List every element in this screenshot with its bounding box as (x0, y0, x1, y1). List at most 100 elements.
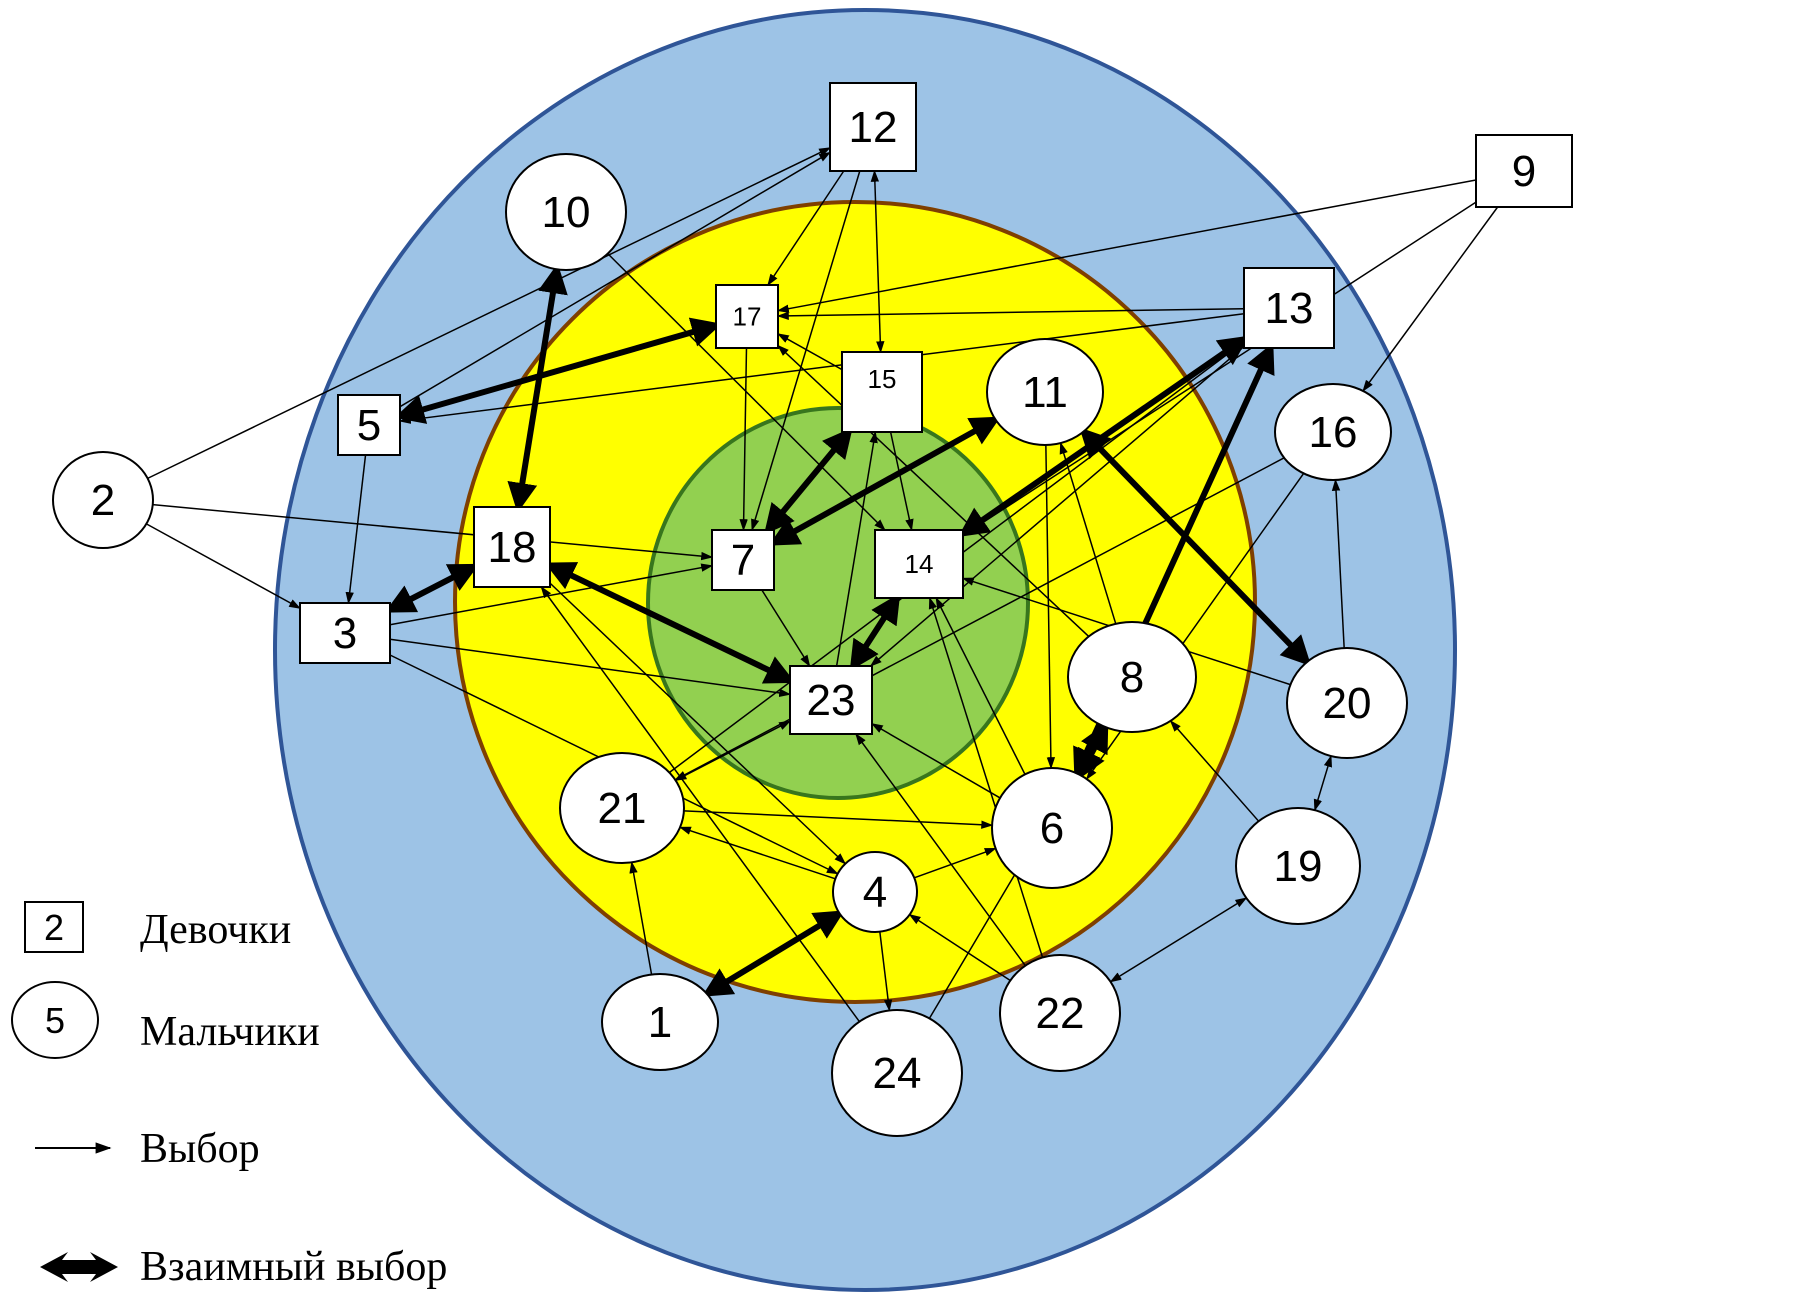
legend-girls-label: Девочки (140, 907, 291, 953)
node-shape-4 (832, 851, 918, 933)
node-shape-11 (986, 338, 1104, 446)
node-label-10: 10 (542, 188, 591, 237)
node-shape-2 (52, 451, 154, 549)
node-label-4: 4 (863, 868, 887, 917)
girl-node-14: 14 (874, 529, 964, 599)
choice-edge-13-17 (776, 307, 1245, 321)
mutual-choice-edge-19-20 (1313, 754, 1332, 812)
node-label-20: 20 (1323, 679, 1372, 728)
choice-edge-9-17 (776, 179, 1477, 313)
mutual-choice-edge-14-23 (849, 592, 901, 672)
choice-edge-22-14 (928, 596, 1044, 958)
node-shape-19 (1235, 807, 1361, 925)
mutual-choice-edge-1-4 (701, 910, 845, 997)
choice-edge-17-7 (739, 347, 748, 532)
node-shape-21 (559, 752, 685, 864)
node-shape-12 (829, 82, 917, 172)
legend: 2 Девочки 5 Мальчики Выбор Взаимный выбо… (11, 901, 447, 1290)
choice-edge-21-6 (683, 810, 994, 829)
legend-mutual-arrow (40, 1252, 118, 1282)
node-shape-14 (874, 529, 964, 599)
girl-node-12: 12 (829, 82, 917, 172)
node-shape-16 (1274, 383, 1392, 481)
node-label-2: 2 (91, 476, 115, 525)
mutual-choice-edge-12-15 (870, 169, 885, 354)
node-label-9: 9 (1512, 147, 1536, 196)
mutual-choice-edge-5-17 (394, 317, 722, 424)
choice-edge-2-7 (152, 503, 714, 561)
legend-boys-label: Мальчики (140, 1009, 320, 1055)
mutual-choice-edge-21-23 (674, 720, 792, 781)
node-label-23: 23 (807, 676, 856, 725)
boy-node-4: 4 (832, 851, 918, 933)
node-shape-23 (789, 665, 873, 735)
node-shape-7 (711, 529, 775, 591)
legend-mutual-label: Взаимный выбор (140, 1244, 447, 1290)
node-shape-15 (841, 351, 923, 433)
node-label-13: 13 (1265, 284, 1314, 333)
choice-edge-1-21 (629, 861, 653, 975)
node-shape-1 (601, 973, 719, 1071)
node-shape-10 (505, 153, 627, 271)
node-label-21: 21 (598, 784, 647, 833)
legend-girls-sample: 2 (44, 907, 64, 948)
mutual-choice-edge-8-6 (1077, 721, 1109, 781)
node-label-15: 15 (868, 364, 897, 394)
node-shape-5 (337, 394, 401, 456)
node-label-8: 8 (1120, 653, 1144, 702)
choice-edge-20-16 (1331, 478, 1345, 649)
girl-node-3: 3 (299, 602, 391, 664)
girl-node-17: 17 (715, 284, 779, 349)
girl-node-18: 18 (473, 506, 551, 588)
node-label-14: 14 (905, 549, 934, 579)
boy-node-22: 22 (999, 954, 1121, 1072)
girl-node-23: 23 (789, 665, 873, 735)
node-shape-6 (991, 767, 1113, 889)
boy-node-19: 19 (1235, 807, 1361, 925)
boy-node-2: 2 (52, 451, 154, 549)
girl-node-9: 9 (1475, 134, 1573, 208)
girl-node-15: 15 (841, 351, 923, 433)
choice-edge-5-3 (345, 454, 367, 605)
node-label-22: 22 (1036, 989, 1085, 1038)
choice-edge-22-23 (855, 733, 1026, 967)
mutual-choice-edge-18-23 (544, 562, 796, 684)
node-label-18: 18 (488, 523, 537, 572)
choice-edge-22-4 (908, 913, 1011, 982)
node-shape-9 (1475, 134, 1573, 208)
node-shape-20 (1286, 647, 1408, 759)
boy-node-20: 20 (1286, 647, 1408, 759)
boy-node-1: 1 (601, 973, 719, 1071)
girl-node-7: 7 (711, 529, 775, 591)
legend-boys-circle (11, 981, 99, 1059)
boy-node-21: 21 (559, 752, 685, 864)
legend-girls-square (24, 901, 84, 953)
node-label-7: 7 (731, 536, 755, 585)
choice-edge-2-12 (147, 147, 832, 480)
boy-node-10: 10 (505, 153, 627, 271)
mutual-choice-edge-3-18 (384, 563, 480, 613)
node-label-6: 6 (1040, 804, 1064, 853)
choice-edge-9-16 (1362, 206, 1499, 392)
boy-node-6: 6 (991, 767, 1113, 889)
choice-edge-12-17 (767, 170, 845, 286)
choice-edge-15-17 (776, 333, 843, 371)
legend-choice-label: Выбор (140, 1126, 260, 1172)
boy-node-11: 11 (986, 338, 1104, 446)
mutual-choice-edge-19-22 (1109, 897, 1248, 983)
choice-edge-4-6 (914, 847, 997, 879)
legend-boys-sample: 5 (45, 1000, 65, 1041)
node-shape-8 (1067, 621, 1197, 733)
boy-node-16: 16 (1274, 383, 1392, 481)
node-label-16: 16 (1309, 408, 1358, 457)
node-label-24: 24 (873, 1049, 922, 1098)
node-label-19: 19 (1274, 842, 1323, 891)
node-shape-18 (473, 506, 551, 588)
node-label-1: 1 (648, 998, 672, 1047)
node-label-11: 11 (1022, 368, 1068, 417)
choice-edge-6-23 (870, 723, 1001, 799)
node-label-3: 3 (333, 609, 357, 658)
node-shape-17 (715, 284, 779, 349)
